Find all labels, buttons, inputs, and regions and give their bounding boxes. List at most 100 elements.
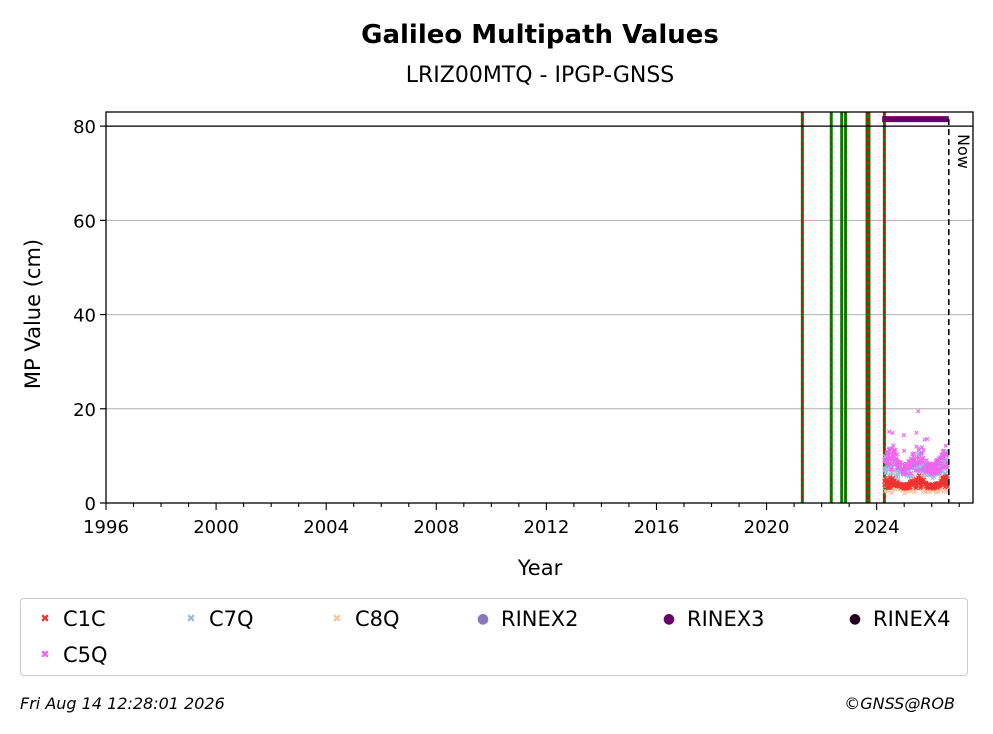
point-c5q	[900, 467, 905, 472]
point-c5q	[890, 430, 895, 436]
point-c5q	[921, 456, 926, 461]
point-c5q	[919, 445, 925, 450]
point-c7q	[883, 465, 888, 471]
reference-lines: Now	[106, 116, 973, 503]
series-c5q	[882, 409, 950, 477]
point-c1c	[884, 479, 889, 485]
x-tick-label-2012: 2012	[523, 517, 569, 538]
point-c5q	[889, 461, 894, 467]
point-c5q	[890, 443, 896, 448]
point-c5q	[908, 471, 914, 476]
point-c1c	[918, 485, 923, 491]
legend-marker-c7q: ✖	[186, 612, 196, 625]
point-c5q	[944, 461, 949, 466]
point-c1c	[900, 483, 905, 488]
x-tick-label-2024: 2024	[854, 517, 900, 538]
point-c1c	[942, 484, 948, 490]
legend-label-rinex4: RINEX4	[873, 607, 951, 631]
y-tick-label-60: 60	[73, 211, 96, 232]
point-c5q	[911, 457, 916, 463]
point-c5q	[916, 409, 921, 414]
legend-label-rinex2: RINEX2	[501, 607, 579, 631]
point-c5q	[937, 466, 942, 472]
footer-timestamp: Fri Aug 14 12:28:01 2026	[20, 694, 225, 713]
legend-item-rinex3: ● RINEX3	[657, 607, 765, 631]
legend-marker-c8q: ✖	[332, 612, 342, 625]
series-c1c	[882, 473, 951, 491]
x-tick-label-2016: 2016	[634, 517, 680, 538]
point-c5q	[911, 458, 917, 464]
point-c5q	[922, 437, 927, 442]
legend-label-c1c: C1C	[63, 607, 106, 631]
chart-title: Galileo Multipath Values	[361, 20, 719, 50]
point-c7q	[883, 470, 889, 476]
footer-copyright: ©GNSS@ROB	[844, 694, 955, 713]
point-c5q	[891, 450, 897, 455]
point-c1c	[888, 485, 894, 490]
point-c5q	[887, 457, 892, 462]
point-c5q	[939, 452, 944, 458]
point-c5q	[905, 471, 910, 476]
x-tick-label-1996: 1996	[83, 517, 129, 538]
event-lines	[800, 112, 886, 503]
point-c5q	[901, 432, 906, 438]
point-c1c	[944, 479, 949, 484]
plot-frame	[105, 111, 974, 504]
point-c5q	[931, 461, 937, 466]
point-c1c	[888, 481, 893, 486]
point-c5q	[914, 444, 919, 449]
x-tick-label-2000: 2000	[193, 517, 239, 538]
point-c5q	[902, 463, 908, 468]
point-c5q	[901, 448, 907, 453]
point-c5q	[882, 458, 887, 464]
point-c1c	[914, 477, 920, 483]
point-c5q	[924, 457, 929, 463]
x-tick-label-2004: 2004	[303, 517, 349, 538]
point-c5q	[930, 465, 936, 470]
point-c5q	[908, 456, 913, 461]
legend-item-c1c: ✖ C1C	[33, 607, 106, 631]
point-c5q	[885, 451, 890, 457]
point-c5q	[896, 466, 902, 471]
y-tick-label-80: 80	[73, 117, 96, 138]
chart-subtitle: LRIZ00MTQ - IPGP-GNSS	[406, 63, 675, 88]
point-c1c	[919, 479, 924, 484]
point-c5q	[914, 430, 919, 435]
point-c5q	[896, 463, 901, 468]
point-c7q	[889, 470, 894, 476]
point-c5q	[910, 451, 915, 457]
legend-item-c7q: ✖ C7Q	[179, 607, 254, 631]
point-c1c	[884, 485, 890, 490]
point-c7q	[896, 476, 901, 481]
legend-item-c5q: ✖ C5Q	[33, 643, 107, 667]
point-c1c	[919, 483, 924, 488]
point-c1c	[913, 484, 918, 489]
legend-item-c8q: ✖ C8Q	[325, 607, 400, 631]
point-c1c	[931, 486, 936, 491]
point-c5q	[943, 443, 948, 448]
y-tick-label-40: 40	[73, 306, 96, 327]
point-c1c	[940, 475, 946, 480]
legend-label-c7q: C7Q	[209, 607, 254, 631]
point-c1c	[905, 482, 911, 487]
legend-marker-rinex2: ●	[476, 611, 490, 627]
point-c5q	[888, 466, 894, 471]
point-c5q	[941, 448, 946, 454]
y-tick-label-0: 0	[85, 494, 96, 515]
legend-label-rinex3: RINEX3	[687, 607, 765, 631]
legend-marker-rinex4: ●	[848, 611, 862, 627]
point-c1c	[926, 483, 932, 489]
point-c5q	[887, 446, 892, 452]
point-c8q	[911, 489, 917, 495]
point-c1c	[908, 480, 913, 486]
point-c1c	[939, 479, 944, 484]
point-c5q	[920, 467, 926, 472]
point-c1c	[890, 475, 896, 481]
point-c5q	[888, 451, 893, 456]
point-c5q	[909, 465, 915, 470]
legend-label-c8q: C8Q	[355, 607, 400, 631]
point-c5q	[886, 429, 892, 434]
data-points	[882, 409, 951, 496]
point-c8q	[889, 489, 895, 495]
point-c5q	[915, 460, 921, 465]
